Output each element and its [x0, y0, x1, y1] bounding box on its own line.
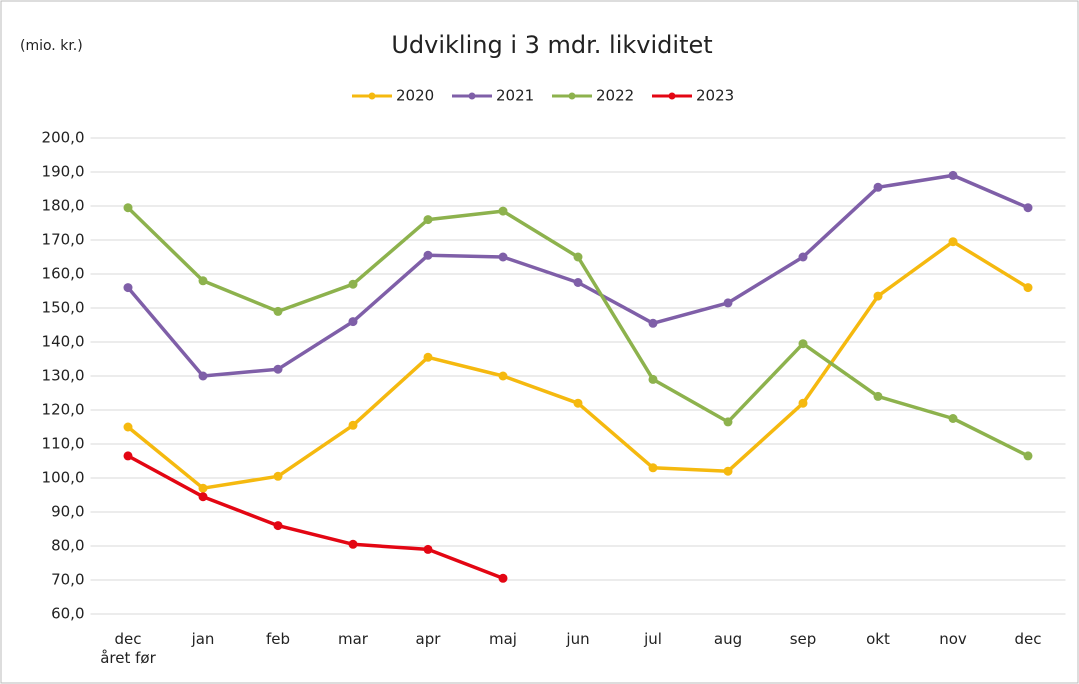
point: [573, 278, 583, 287]
y-tick-label: 90,0: [51, 503, 84, 521]
legend-label: 2020: [396, 87, 434, 105]
point: [648, 374, 658, 384]
point: [648, 318, 658, 328]
point: [273, 306, 283, 316]
y-tick-label: 60,0: [51, 605, 84, 623]
y-tick-label: 110,0: [42, 435, 85, 453]
point: [123, 283, 133, 293]
x-tick-label: mar: [338, 630, 368, 648]
y-tick-label: 120,0: [42, 401, 85, 419]
legend-marker: [368, 92, 376, 100]
point: [873, 391, 883, 401]
point: [273, 521, 283, 531]
point: [573, 398, 583, 408]
x-tick-label: nov: [939, 630, 967, 648]
legend-marker: [668, 92, 676, 100]
point: [948, 237, 958, 247]
point: [1023, 203, 1033, 213]
y-tick-label: 170,0: [42, 231, 85, 249]
y-tick-label: 150,0: [42, 299, 85, 317]
point: [123, 451, 133, 461]
point: [723, 417, 733, 427]
chart-title: Udvikling i 3 mdr. likviditet: [391, 31, 712, 59]
point: [1023, 451, 1033, 461]
x-tick-label: apr: [415, 630, 441, 648]
point: [273, 364, 283, 374]
y-axis-label: (mio. kr.): [20, 38, 83, 54]
point: [498, 206, 508, 216]
point: [423, 215, 433, 225]
point: [498, 252, 508, 262]
y-tick-label: 70,0: [51, 571, 84, 589]
point: [723, 466, 733, 476]
x-tick-label: dec: [1014, 630, 1042, 648]
legend-marker: [468, 92, 476, 100]
y-tick-label: 180,0: [42, 197, 85, 215]
legend-label: 2023: [696, 87, 734, 105]
point: [198, 371, 208, 381]
point: [198, 492, 208, 502]
point: [348, 317, 358, 327]
y-tick-label: 140,0: [42, 333, 85, 351]
point: [348, 279, 358, 289]
point: [498, 573, 508, 583]
y-tick-label: 160,0: [42, 265, 85, 283]
point: [573, 252, 583, 262]
legend-label: 2022: [596, 87, 634, 105]
point: [348, 539, 358, 549]
point: [198, 276, 208, 286]
x-tick-label: aug: [713, 630, 743, 648]
point: [423, 352, 433, 362]
x-tick-label: dec året før: [100, 630, 156, 667]
point: [348, 420, 358, 430]
point: [198, 483, 208, 493]
point: [798, 398, 808, 408]
series-line: [127, 454, 504, 580]
point: [798, 339, 808, 349]
point: [498, 371, 508, 381]
x-tick-label: jul: [644, 630, 662, 648]
y-tick-label: 200,0: [42, 129, 85, 147]
x-tick-label: sep: [789, 630, 817, 648]
y-tick-label: 190,0: [42, 163, 85, 181]
point: [948, 414, 958, 423]
y-tick-label: 100,0: [42, 469, 85, 487]
point: [648, 463, 658, 473]
point: [798, 252, 808, 262]
point: [873, 291, 883, 301]
point: [723, 298, 733, 308]
point: [423, 544, 433, 554]
x-tick-label: feb: [265, 630, 291, 648]
x-tick-label: maj: [489, 630, 517, 648]
point: [948, 170, 958, 180]
point: [273, 471, 283, 481]
legend-marker: [568, 92, 576, 100]
legend-label: 2021: [496, 87, 534, 105]
x-tick-label: jun: [566, 630, 590, 648]
point: [873, 182, 883, 192]
point: [123, 203, 133, 213]
x-tick-label: jan: [191, 630, 215, 648]
point: [1023, 283, 1033, 293]
point: [123, 422, 133, 432]
point: [423, 250, 433, 260]
y-tick-label: 130,0: [42, 367, 85, 385]
y-tick-label: 80,0: [51, 537, 84, 555]
x-tick-label: okt: [866, 630, 890, 648]
